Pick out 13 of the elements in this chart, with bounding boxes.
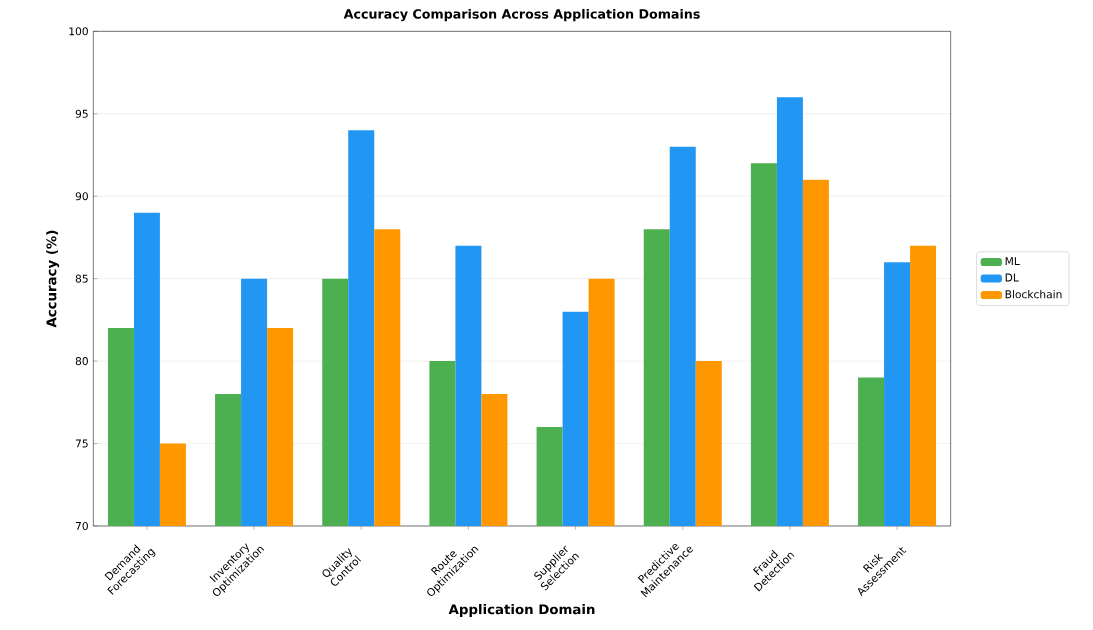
y-tick-label: 85 [75, 274, 88, 283]
y-tick-label: 100 [69, 27, 88, 36]
y-tick-label: 70 [75, 521, 88, 531]
x-axis-title: Application Domain [448, 603, 595, 617]
y-tick-label: 75 [75, 439, 88, 448]
legend-label: Blockchain [1005, 290, 1062, 299]
y-tick-label: 80 [75, 357, 88, 366]
legend-label: ML [1005, 257, 1020, 265]
y-tick-label: 90 [75, 192, 88, 201]
y-tick-label: 95 [75, 109, 88, 118]
y-axis-title: Accuracy (%) [46, 230, 60, 328]
chart-title: Accuracy Comparison Across Application Domains [343, 8, 700, 22]
legend-label: DL [1005, 273, 1019, 282]
